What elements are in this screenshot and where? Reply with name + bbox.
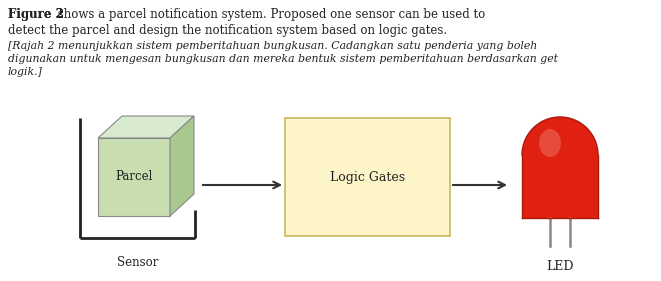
Polygon shape bbox=[522, 155, 598, 218]
Text: LED: LED bbox=[546, 260, 574, 273]
Ellipse shape bbox=[539, 129, 561, 157]
Text: shows a parcel notification system. Proposed one sensor can be used to: shows a parcel notification system. Prop… bbox=[54, 8, 485, 21]
Text: Sensor: Sensor bbox=[117, 256, 158, 269]
Polygon shape bbox=[98, 116, 194, 138]
Polygon shape bbox=[170, 116, 194, 216]
Text: [Rajah 2 menunjukkan sistem pemberitahuan bungkusan. Cadangkan satu penderia yan: [Rajah 2 menunjukkan sistem pemberitahua… bbox=[8, 41, 537, 51]
Text: Figure 2: Figure 2 bbox=[8, 8, 64, 21]
Text: Figure 2 shows a parcel notification system. Proposed one sensor can be used to : Figure 2 shows a parcel notification sys… bbox=[8, 8, 661, 21]
Text: Logic Gates: Logic Gates bbox=[330, 171, 405, 183]
Polygon shape bbox=[98, 138, 170, 216]
Text: Parcel: Parcel bbox=[115, 171, 153, 183]
Text: logik.]: logik.] bbox=[8, 67, 43, 77]
Text: Figure 2: Figure 2 bbox=[8, 8, 64, 21]
Polygon shape bbox=[285, 118, 450, 236]
Text: digunakan untuk mengesan bungkusan dan mereka bentuk sistem pemberitahuan berdas: digunakan untuk mengesan bungkusan dan m… bbox=[8, 54, 558, 64]
Text: detect the parcel and design the notification system based on logic gates.: detect the parcel and design the notific… bbox=[8, 24, 447, 37]
Circle shape bbox=[522, 117, 598, 193]
